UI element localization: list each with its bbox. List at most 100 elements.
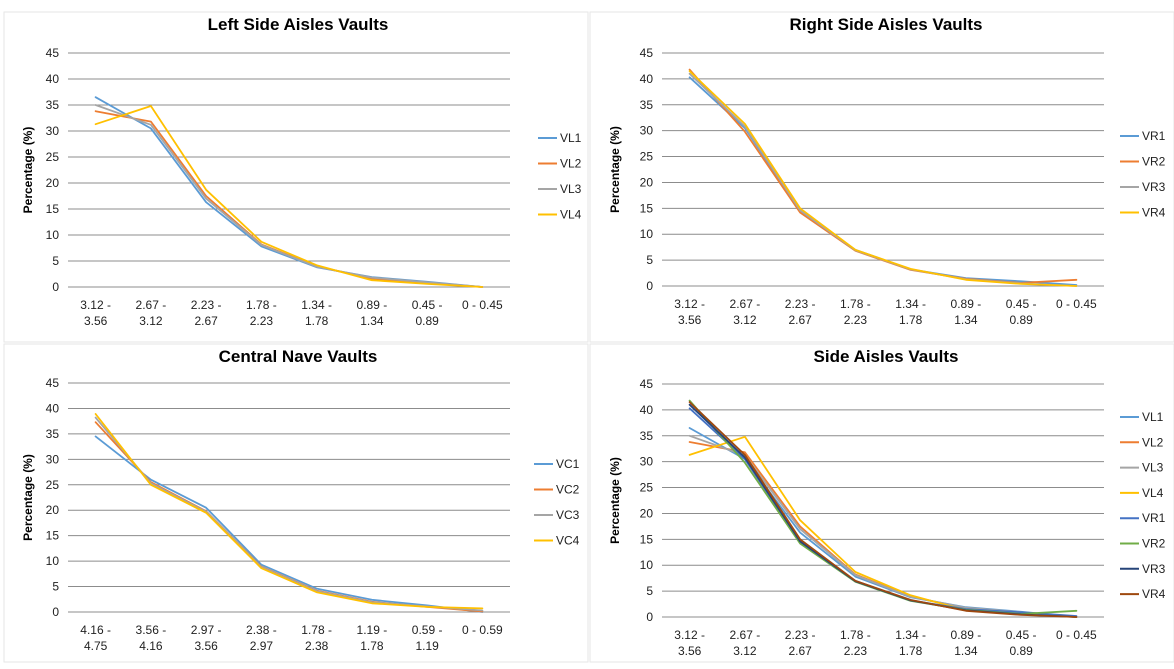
legend-label-vc2: VC2 [556,483,580,497]
x-tick-label: 2.67 - 3.12 [730,628,761,658]
x-tick-label-line: 2.23 - [785,297,816,311]
y-tick-label: 20 [46,176,60,190]
x-tick-label-line: 1.34 [954,644,978,658]
legend-label-vl2: VL2 [560,157,582,171]
x-tick-label: 0.45 - 0.89 [1006,297,1037,327]
x-tick-label-line: 0.89 - [951,297,982,311]
y-tick-label: 35 [640,429,654,443]
legend-label-vl4: VL4 [1142,486,1164,500]
legend-label-vc3: VC3 [556,508,580,522]
x-tick-label-line: 3.12 - [674,628,705,642]
x-tick-label-line: 1.19 - [357,623,388,637]
legend-label-vl3: VL3 [1142,461,1164,475]
series-line-vr4 [688,401,1078,618]
x-tick-label: 0.89 - 1.34 [951,628,982,658]
legend-label-vc4: VC4 [556,534,580,548]
legend-label-vr1: VR1 [1142,511,1166,525]
y-tick-label: 35 [46,427,60,441]
x-tick-label-line: 1.78 [360,639,384,653]
y-tick-label: 45 [640,377,654,391]
x-tick-label-line: 0.45 - [1006,297,1037,311]
x-tick-label: 1.34 - 1.78 [895,628,926,658]
x-tick-label-line: 4.16 [139,639,163,653]
x-tick-label-line: 3.56 - [136,623,167,637]
x-tick-label: 4.16 - 4.75 [80,623,111,653]
x-tick-label-line: 0.89 [1009,644,1033,658]
x-tick-label: 0.59 - 1.19 [412,623,443,653]
y-tick-label: 20 [46,503,60,517]
x-tick-label-line: 1.34 [954,313,978,327]
x-tick-label: 2.23 - 2.67 [191,298,222,328]
x-tick-label: 0 - 0.45 [462,298,503,312]
chart-panel-1: Left Side Aisles Vaults 0 5 10 15 20 25 30 35 40 4… [3,11,589,343]
y-tick-label: 35 [640,98,654,112]
panel-frame [589,11,1174,343]
y-tick-label: 5 [646,584,653,598]
x-tick-label-line: 0 - 0.45 [1056,297,1097,311]
x-tick-label-line: 1.34 [360,314,384,328]
x-tick-label-line: 0.89 - [951,628,982,642]
y-tick-label: 0 [52,280,59,294]
chart-panel-4: Side Aisles Vaults 0 5 10 15 20 25 30 35 40 45 Perc… [589,343,1174,663]
x-tick-label: 1.34 - 1.78 [301,298,332,328]
series-line-vr1 [688,76,1078,286]
x-tick-label-line: 3.56 [194,639,218,653]
legend-label-vr3: VR3 [1142,180,1166,194]
legend-label-vl1: VL1 [1142,410,1164,424]
y-axis-title: Percentage (%) [608,126,622,213]
x-tick-label-line: 0 - 0.45 [462,298,503,312]
y-tick-label: 30 [46,124,60,138]
y-tick-label: 45 [46,376,60,390]
x-tick-label-line: 2.67 [194,314,218,328]
x-tick-label-line: 4.75 [84,639,108,653]
x-tick-label-line: 0.45 - [1006,628,1037,642]
series-line-vc1 [94,435,484,613]
y-tick-label: 15 [46,529,60,543]
x-tick-label-line: 1.78 - [301,623,332,637]
legend-label-vl2: VL2 [1142,435,1164,449]
y-tick-label: 20 [640,175,654,189]
series-line-vc4 [94,413,484,610]
y-tick-label: 30 [640,124,654,138]
x-tick-label: 1.34 - 1.78 [895,297,926,327]
legend-label-vr3: VR3 [1142,562,1166,576]
x-tick-label-line: 1.34 - [301,298,332,312]
y-tick-label: 40 [640,72,654,86]
chart-title: Side Aisles Vaults [814,347,959,366]
y-tick-label: 15 [640,532,654,546]
x-tick-label: 2.97 - 3.56 [191,623,222,653]
panel-frame [3,343,589,663]
chart-title: Left Side Aisles Vaults [208,15,389,34]
chart-panel-2: Right Side Aisles Vaults 0 5 10 15 20 25 30 35 40… [589,11,1174,343]
y-tick-label: 5 [52,580,59,594]
x-tick-label-line: 2.23 [844,644,868,658]
y-tick-label: 30 [640,455,654,469]
series-line-vc2 [94,421,484,613]
y-tick-label: 40 [46,72,60,86]
x-tick-label-line: 3.56 [678,644,702,658]
x-tick-label: 1.78 - 2.23 [840,628,871,658]
x-tick-label-line: 1.78 - [246,298,277,312]
x-tick-label-line: 2.23 - [785,628,816,642]
legend-label-vc1: VC1 [556,457,580,471]
x-tick-label: 1.78 - 2.23 [840,297,871,327]
y-tick-label: 45 [640,46,654,60]
x-tick-label-line: 0.89 [1009,313,1033,327]
x-tick-label-line: 3.12 - [80,298,111,312]
legend-label-vr1: VR1 [1142,129,1166,143]
x-tick-label-line: 0 - 0.45 [1056,628,1097,642]
series-line-vl3 [94,104,484,288]
y-tick-label: 10 [640,558,654,572]
x-tick-label-line: 2.38 - [246,623,277,637]
x-tick-label-line: 1.78 - [840,628,871,642]
y-tick-label: 25 [46,478,60,492]
x-tick-label: 3.12 - 3.56 [674,628,705,658]
x-tick-label: 1.78 - 2.23 [246,298,277,328]
x-tick-label: 3.56 - 4.16 [136,623,167,653]
x-tick-label-line: 2.67 - [136,298,167,312]
series-line-vc3 [94,416,484,612]
y-tick-label: 5 [646,253,653,267]
y-tick-label: 40 [46,401,60,415]
x-tick-label-line: 2.23 [844,313,868,327]
